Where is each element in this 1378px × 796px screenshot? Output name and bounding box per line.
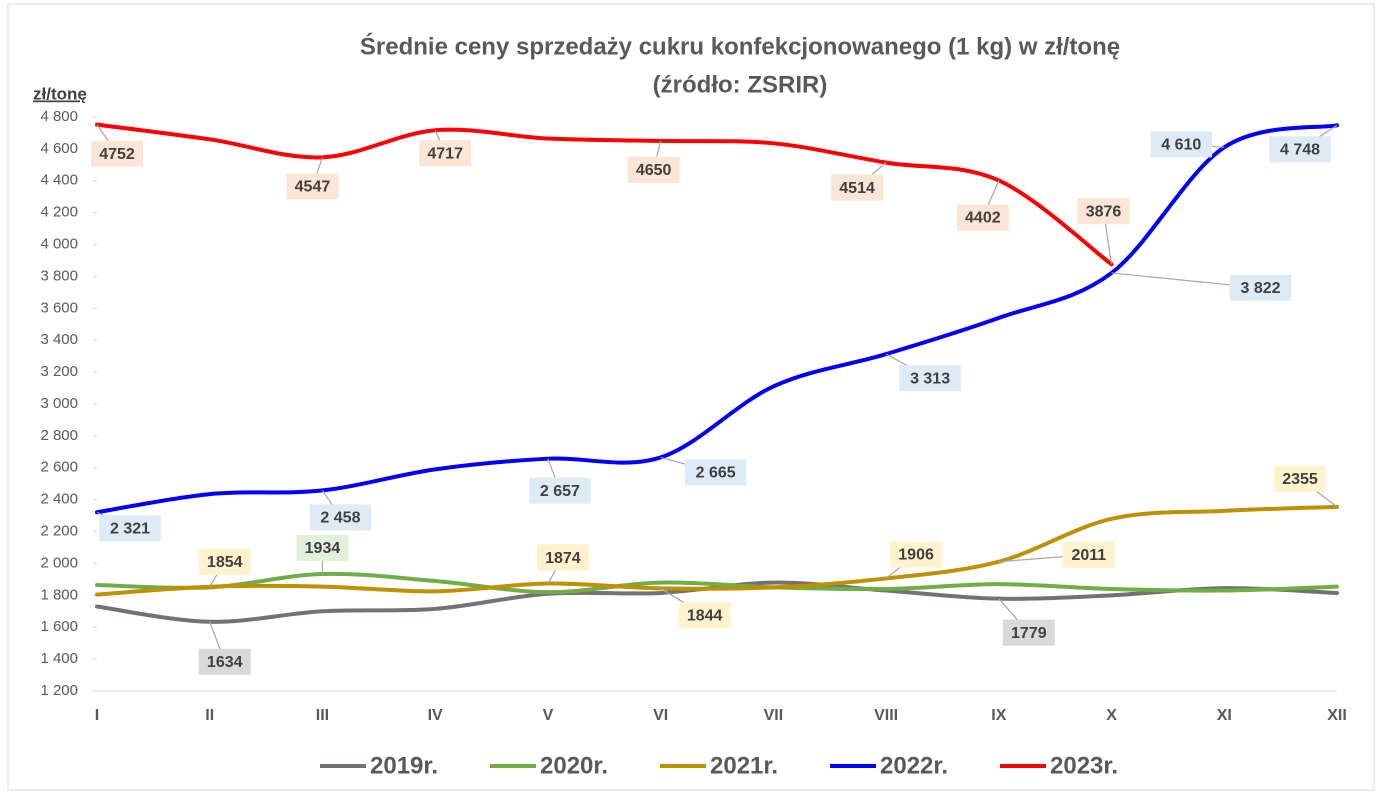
series-line bbox=[95, 571, 1339, 595]
data-label-box bbox=[99, 515, 161, 542]
legend-label: 2020r. bbox=[540, 752, 608, 779]
y-tick-label: 4 200 bbox=[40, 204, 78, 221]
y-tick-label: 4 800 bbox=[40, 108, 78, 125]
x-tick-label: VII bbox=[764, 707, 784, 724]
x-tick-label: III bbox=[316, 707, 329, 724]
data-label-box bbox=[198, 648, 251, 675]
data-label-box bbox=[529, 477, 591, 504]
y-tick-label: 1 400 bbox=[40, 650, 78, 667]
data-label-box bbox=[536, 544, 589, 571]
y-tick-label: 3 600 bbox=[40, 299, 78, 316]
x-tick-label: I bbox=[95, 707, 99, 724]
data-label-box bbox=[831, 174, 884, 201]
y-axis-label: zł/tonę bbox=[33, 84, 87, 103]
data-label: 1934 bbox=[305, 540, 341, 557]
data-label-box bbox=[1077, 198, 1130, 225]
data-label-box bbox=[419, 140, 472, 167]
series-line bbox=[95, 123, 1339, 515]
data-label-box bbox=[296, 534, 349, 561]
data-label: 1844 bbox=[687, 608, 723, 625]
data-label: 4 748 bbox=[1280, 142, 1320, 159]
y-tick-label: 3 400 bbox=[40, 331, 78, 348]
data-label: 4402 bbox=[965, 210, 1001, 227]
y-tick-label: 4 000 bbox=[40, 236, 78, 253]
data-label-box bbox=[627, 156, 680, 183]
data-label-box bbox=[956, 204, 1009, 231]
data-label: 2355 bbox=[1282, 471, 1318, 488]
y-tick-label: 4 400 bbox=[40, 172, 78, 189]
data-label: 4752 bbox=[99, 146, 135, 163]
data-label: 3 822 bbox=[1241, 280, 1281, 297]
data-label: 1874 bbox=[545, 550, 581, 567]
data-label: 2 458 bbox=[320, 510, 360, 527]
data-label: 4514 bbox=[839, 180, 875, 197]
data-label-box bbox=[678, 602, 731, 629]
y-tick-label: 2 000 bbox=[40, 554, 78, 571]
data-label-box bbox=[899, 365, 961, 392]
data-label: 3876 bbox=[1086, 204, 1122, 221]
x-tick-label: XI bbox=[1217, 707, 1232, 724]
data-label-box bbox=[1229, 274, 1292, 301]
legend-label: 2019r. bbox=[370, 752, 438, 779]
x-tick-label: VIII bbox=[874, 707, 898, 724]
data-label: 2 665 bbox=[696, 465, 736, 482]
x-tick-label: IV bbox=[428, 707, 443, 724]
y-tick-label: 2 200 bbox=[40, 523, 78, 540]
series-line bbox=[95, 122, 1114, 267]
x-tick-label: XII bbox=[1327, 707, 1347, 724]
y-tick-label: 3 200 bbox=[40, 363, 78, 380]
data-label-box bbox=[1062, 541, 1115, 568]
data-label: 1854 bbox=[207, 554, 243, 571]
data-label-box bbox=[890, 541, 943, 568]
data-label-box bbox=[684, 459, 747, 486]
y-tick-label: 2 400 bbox=[40, 491, 78, 508]
data-label-box bbox=[309, 504, 372, 531]
y-tick-label: 2 600 bbox=[40, 459, 78, 476]
data-label: 4 610 bbox=[1161, 137, 1201, 154]
y-tick-label: 2 800 bbox=[40, 427, 78, 444]
data-label: 4717 bbox=[427, 145, 463, 162]
data-label: 2 657 bbox=[540, 483, 580, 500]
x-tick-label: II bbox=[205, 707, 214, 724]
y-tick-label: 3 000 bbox=[40, 395, 78, 412]
data-label: 1779 bbox=[1011, 625, 1047, 642]
data-label-box bbox=[286, 173, 339, 200]
legend-label: 2023r. bbox=[1050, 752, 1118, 779]
chart-title: Średnie ceny sprzedaży cukru konfekcjono… bbox=[360, 32, 1120, 60]
data-label: 4650 bbox=[636, 162, 672, 179]
data-label-box bbox=[91, 140, 143, 167]
legend-label: 2022r. bbox=[880, 752, 948, 779]
chart-subtitle: (źródło: ZSRIR) bbox=[653, 71, 828, 98]
data-label-box bbox=[1274, 465, 1326, 492]
x-tick-label: V bbox=[543, 707, 554, 724]
data-label: 1634 bbox=[207, 654, 243, 671]
x-tick-label: IX bbox=[991, 707, 1006, 724]
y-tick-label: 1 600 bbox=[40, 618, 78, 635]
data-label: 4547 bbox=[295, 179, 331, 196]
x-tick-label: VI bbox=[653, 707, 668, 724]
data-label-box bbox=[1269, 136, 1331, 163]
data-label: 1906 bbox=[898, 547, 934, 564]
data-label: 2011 bbox=[1071, 547, 1106, 564]
data-label: 2 321 bbox=[110, 520, 150, 537]
y-tick-label: 4 600 bbox=[40, 140, 78, 157]
series-line bbox=[95, 504, 1339, 597]
data-label-box bbox=[1150, 131, 1213, 158]
legend-label: 2021r. bbox=[710, 752, 778, 779]
x-tick-label: X bbox=[1106, 707, 1117, 724]
y-tick-label: 1 800 bbox=[40, 586, 78, 603]
data-label: 3 313 bbox=[910, 370, 950, 387]
y-tick-label: 3 800 bbox=[40, 267, 78, 284]
data-label-box bbox=[1002, 619, 1055, 646]
data-label-box bbox=[198, 548, 251, 575]
y-tick-label: 1 200 bbox=[40, 682, 78, 699]
